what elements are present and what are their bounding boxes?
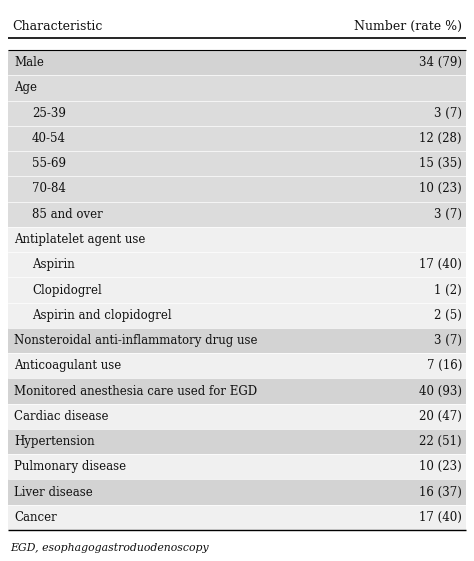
Bar xyxy=(8,480,466,505)
Bar xyxy=(8,151,466,176)
Text: Monitored anesthesia care used for EGD: Monitored anesthesia care used for EGD xyxy=(14,384,257,398)
Bar xyxy=(8,328,466,353)
Bar xyxy=(8,277,466,302)
Bar xyxy=(8,50,466,75)
Text: Aspirin and clopidogrel: Aspirin and clopidogrel xyxy=(32,309,172,322)
Text: 12 (28): 12 (28) xyxy=(419,132,462,145)
Text: Pulmonary disease: Pulmonary disease xyxy=(14,461,126,473)
Text: Anticoagulant use: Anticoagulant use xyxy=(14,359,121,373)
Text: Cancer: Cancer xyxy=(14,511,57,524)
Text: 70-84: 70-84 xyxy=(32,182,66,195)
Text: 22 (51): 22 (51) xyxy=(419,435,462,448)
Text: Nonsteroidal anti-inflammatory drug use: Nonsteroidal anti-inflammatory drug use xyxy=(14,334,257,347)
Text: 85 and over: 85 and over xyxy=(32,208,103,220)
Text: Characteristic: Characteristic xyxy=(12,20,102,33)
Bar xyxy=(8,429,466,454)
Bar xyxy=(8,227,466,252)
Text: 17 (40): 17 (40) xyxy=(419,511,462,524)
Text: Cardiac disease: Cardiac disease xyxy=(14,410,109,423)
Bar xyxy=(8,75,466,100)
Text: 2 (5): 2 (5) xyxy=(434,309,462,322)
Bar xyxy=(8,126,466,151)
Bar xyxy=(8,201,466,227)
Text: Aspirin: Aspirin xyxy=(32,258,75,271)
Text: 3 (7): 3 (7) xyxy=(434,107,462,119)
Bar xyxy=(8,454,466,480)
Bar xyxy=(8,100,466,126)
Bar xyxy=(8,505,466,530)
Text: Antiplatelet agent use: Antiplatelet agent use xyxy=(14,233,146,246)
Text: 7 (16): 7 (16) xyxy=(427,359,462,373)
Bar xyxy=(8,404,466,429)
Text: 3 (7): 3 (7) xyxy=(434,334,462,347)
Text: Age: Age xyxy=(14,81,37,94)
Text: 40-54: 40-54 xyxy=(32,132,66,145)
Text: 1 (2): 1 (2) xyxy=(434,283,462,297)
Text: 3 (7): 3 (7) xyxy=(434,208,462,220)
Bar xyxy=(8,379,466,404)
Text: Clopidogrel: Clopidogrel xyxy=(32,283,102,297)
Bar xyxy=(8,353,466,379)
Text: 40 (93): 40 (93) xyxy=(419,384,462,398)
Text: 25-39: 25-39 xyxy=(32,107,66,119)
Text: 55-69: 55-69 xyxy=(32,157,66,170)
Text: 20 (47): 20 (47) xyxy=(419,410,462,423)
Text: Liver disease: Liver disease xyxy=(14,486,93,499)
Bar xyxy=(8,176,466,201)
Bar xyxy=(8,302,466,328)
Bar xyxy=(8,252,466,277)
Text: 17 (40): 17 (40) xyxy=(419,258,462,271)
Text: Number (rate %): Number (rate %) xyxy=(354,20,462,33)
Text: Male: Male xyxy=(14,56,44,69)
Text: 16 (37): 16 (37) xyxy=(419,486,462,499)
Text: 10 (23): 10 (23) xyxy=(419,182,462,195)
Text: 15 (35): 15 (35) xyxy=(419,157,462,170)
Text: EGD, esophagogastroduodenoscopy: EGD, esophagogastroduodenoscopy xyxy=(10,543,209,553)
Text: 34 (79): 34 (79) xyxy=(419,56,462,69)
Text: Hypertension: Hypertension xyxy=(14,435,95,448)
Text: 10 (23): 10 (23) xyxy=(419,461,462,473)
